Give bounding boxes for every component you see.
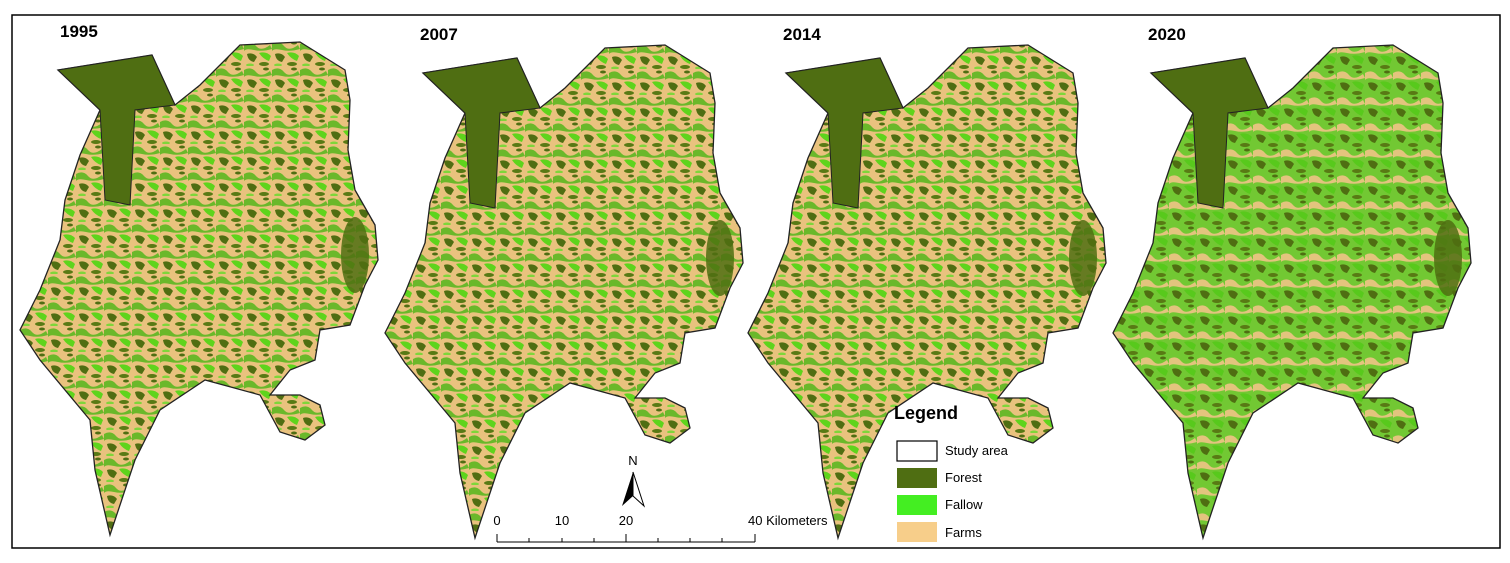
legend-label: Forest: [945, 470, 982, 485]
year-label: 2020: [1148, 25, 1186, 44]
forest-patch: [341, 217, 369, 293]
year-label: 1995: [60, 22, 98, 41]
legend: Legend Study area Forest Fallow Farms: [894, 403, 1009, 542]
legend-label: Farms: [945, 525, 982, 540]
forest-patch: [706, 220, 734, 296]
legend-swatch: [896, 440, 938, 462]
legend-title: Legend: [894, 403, 958, 423]
map-panel: 2014: [747, 25, 1107, 539]
study-area: [747, 44, 1107, 539]
study-area: [19, 41, 379, 536]
year-label: 2007: [420, 25, 458, 44]
legend-swatch: [897, 495, 937, 515]
legend-swatch: [897, 522, 937, 542]
scale-bar: 0 10 20 40 Kilometers: [493, 513, 828, 543]
north-label: N: [628, 453, 637, 468]
north-arrow: N: [622, 453, 646, 508]
arrow-right: [632, 471, 646, 508]
forest-patch: [1434, 220, 1462, 296]
scale-label: 20: [619, 513, 633, 528]
map-panels: 1995 2007 2014 2020: [19, 22, 1472, 539]
scale-label: 0: [493, 513, 500, 528]
legend-label: Study area: [945, 443, 1009, 458]
scale-label: 10: [555, 513, 569, 528]
study-area: [384, 44, 744, 539]
map-frame: [11, 14, 1501, 549]
map-panel: 2007: [384, 25, 744, 539]
forest-patch: [1069, 220, 1097, 296]
year-label: 2014: [783, 25, 821, 44]
scale-label: 40 Kilometers: [748, 513, 828, 528]
scale-ticks: [496, 534, 756, 542]
legend-label: Fallow: [945, 497, 983, 512]
study-area: [1112, 44, 1472, 539]
arrow-left: [622, 472, 633, 506]
legend-swatch: [897, 468, 937, 488]
map-panel: 1995: [19, 22, 379, 536]
map-panel: 2020: [1112, 25, 1472, 539]
